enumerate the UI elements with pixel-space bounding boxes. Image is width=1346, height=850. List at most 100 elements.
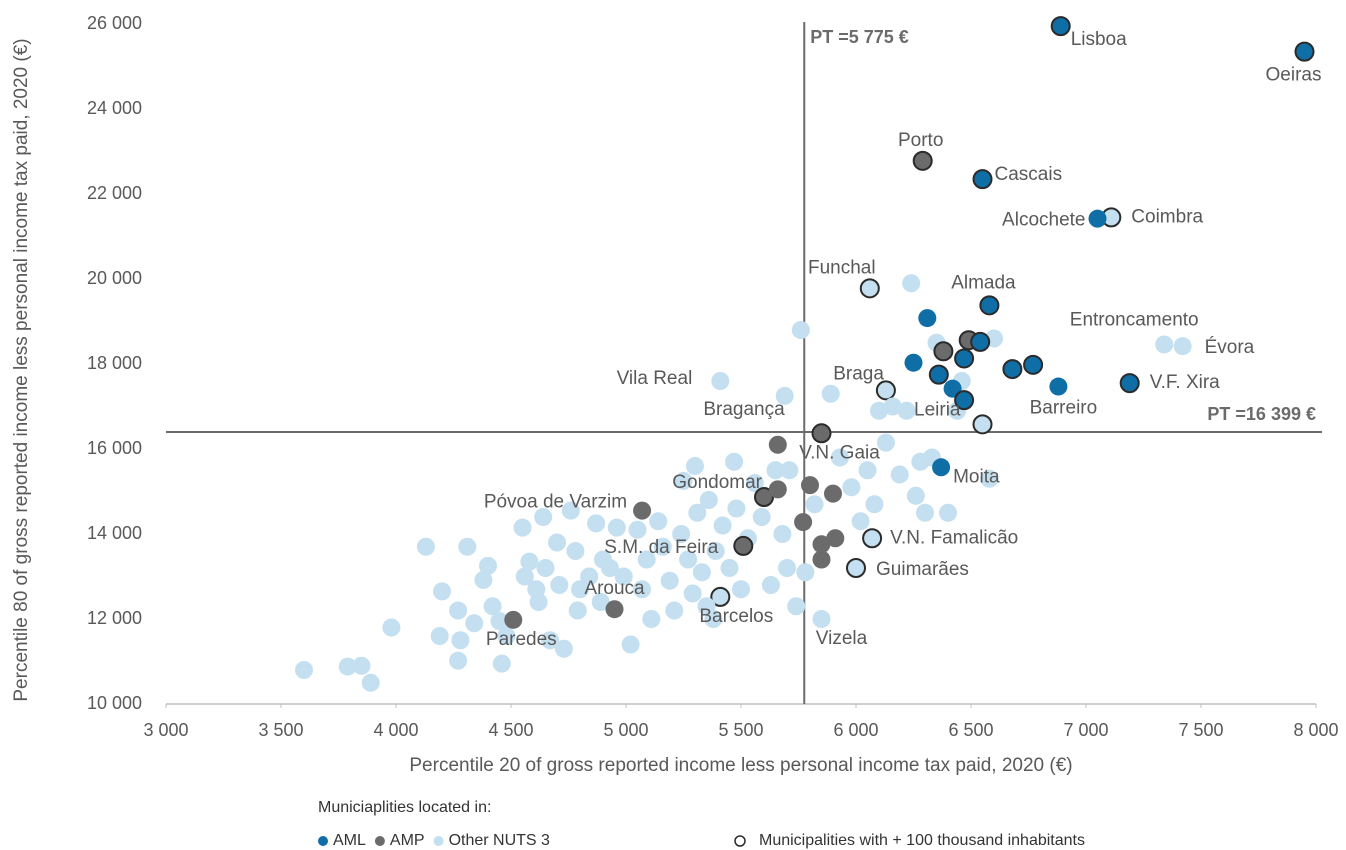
x-tick-label: 4 000 <box>373 720 418 740</box>
point <box>865 495 884 514</box>
x-tick-label: 5 500 <box>718 720 763 740</box>
point-label: Barreiro <box>1030 398 1098 419</box>
point <box>859 278 880 299</box>
point <box>851 512 870 531</box>
point <box>761 576 780 594</box>
point <box>897 401 916 420</box>
point <box>918 309 937 328</box>
point <box>458 537 477 556</box>
point <box>812 535 831 554</box>
x-tick-label: 7 000 <box>1063 720 1108 740</box>
point <box>972 169 993 190</box>
x-tick-label: 6 500 <box>948 720 993 740</box>
point <box>649 512 668 531</box>
point-label: Vizela <box>816 628 868 649</box>
point <box>1050 16 1071 37</box>
y-tick-label: 16 000 <box>87 438 142 458</box>
point <box>430 627 449 645</box>
point <box>791 321 810 339</box>
x-tick-label: 7 500 <box>1178 720 1223 740</box>
point <box>906 486 925 505</box>
point <box>554 639 573 658</box>
point <box>674 471 693 490</box>
legend-title: Municiaplities located in: <box>318 799 491 816</box>
point <box>660 571 679 590</box>
y-tick-label: 10 000 <box>87 693 142 713</box>
y-tick-label: 12 000 <box>87 608 142 628</box>
point <box>727 499 746 518</box>
point <box>1155 335 1174 354</box>
point <box>732 580 750 599</box>
point-label: Moita <box>953 466 1000 487</box>
point <box>745 474 764 492</box>
legend-marker <box>734 835 746 847</box>
point <box>483 597 502 616</box>
point <box>932 458 951 477</box>
point <box>536 559 555 577</box>
point <box>561 501 580 520</box>
point <box>846 558 866 578</box>
point <box>571 580 589 599</box>
point <box>449 601 468 620</box>
point-label: Funchal <box>808 257 876 278</box>
point-label: Guimarães <box>876 559 969 580</box>
y-tick-label: 18 000 <box>87 353 142 373</box>
point <box>614 567 633 586</box>
point <box>628 520 647 539</box>
point <box>824 484 842 503</box>
x-tick-label: 5 000 <box>603 720 648 740</box>
point <box>794 513 813 532</box>
point <box>780 461 799 480</box>
point <box>550 576 569 594</box>
point-label: Vila Real <box>617 368 693 389</box>
point <box>479 556 497 575</box>
point <box>704 610 723 628</box>
point <box>870 401 888 420</box>
point <box>497 627 516 645</box>
point <box>580 567 599 586</box>
point <box>842 478 861 497</box>
point <box>711 372 730 390</box>
point <box>686 457 704 475</box>
point <box>933 341 954 362</box>
point <box>587 514 606 533</box>
legend-label: Municipalities with + 100 thousand inhab… <box>759 832 1085 849</box>
point <box>1049 377 1068 396</box>
point-label: Alcochete <box>1002 210 1085 231</box>
point <box>890 465 909 484</box>
point <box>600 559 619 577</box>
point <box>568 601 587 620</box>
x-tick-label: 4 500 <box>488 720 533 740</box>
point-label: S.M. da Feira <box>604 537 718 558</box>
point-label: Évora <box>1205 337 1255 358</box>
point <box>979 295 1000 316</box>
y-tick-label: 26 000 <box>87 13 142 33</box>
point-label: Leiria <box>914 399 961 420</box>
point <box>904 353 923 372</box>
point <box>883 397 902 416</box>
point <box>699 491 718 509</box>
point <box>826 529 845 548</box>
point <box>591 593 610 611</box>
point <box>621 635 640 654</box>
point-label: Almada <box>951 272 1016 293</box>
point <box>451 631 470 650</box>
point <box>465 614 484 633</box>
point <box>754 487 774 508</box>
point <box>980 469 999 488</box>
point <box>928 364 949 385</box>
point <box>768 480 787 499</box>
legend-label: AMP <box>390 832 425 849</box>
point <box>875 380 896 401</box>
point-label: V.F. Xira <box>1150 372 1220 393</box>
point <box>633 501 652 520</box>
x-tick-label: 6 000 <box>833 720 878 740</box>
point <box>566 542 585 560</box>
point <box>811 423 832 444</box>
point <box>787 597 806 616</box>
point <box>605 600 624 619</box>
y-tick-label: 22 000 <box>87 183 142 203</box>
point-label: Cascais <box>995 164 1063 185</box>
